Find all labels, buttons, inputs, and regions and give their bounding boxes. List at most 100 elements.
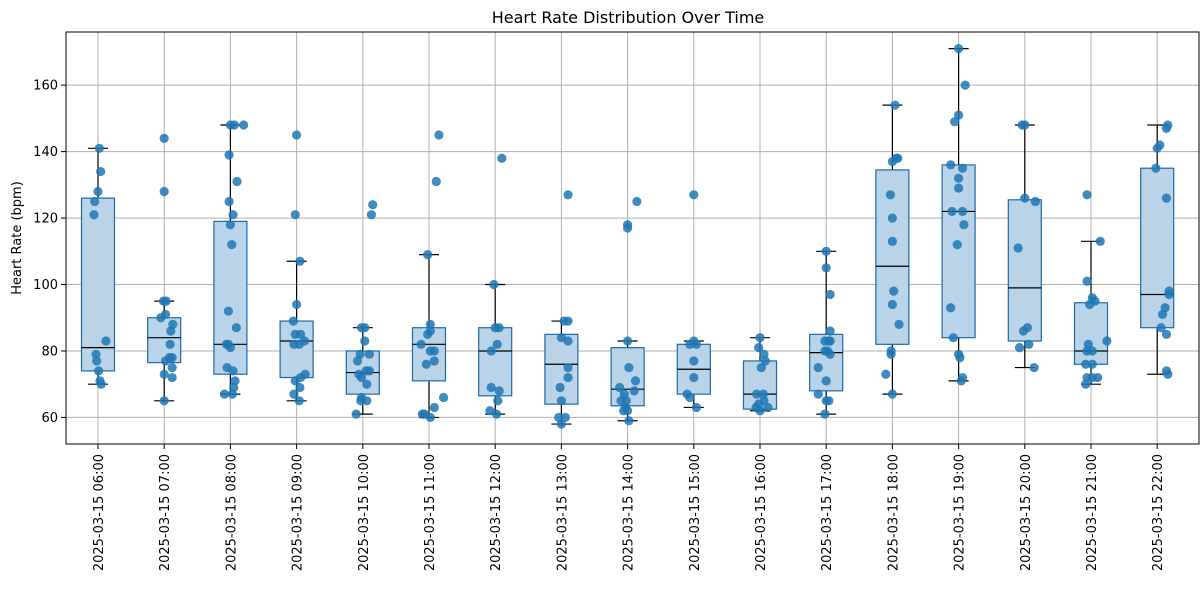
data-point bbox=[948, 333, 958, 343]
data-point bbox=[563, 316, 573, 326]
data-point bbox=[1156, 323, 1166, 333]
box-group bbox=[213, 124, 248, 395]
data-point bbox=[493, 396, 503, 406]
data-point bbox=[356, 372, 367, 383]
data-point bbox=[224, 150, 234, 160]
data-point bbox=[825, 289, 835, 300]
data-point bbox=[294, 396, 304, 406]
data-point bbox=[954, 173, 964, 183]
data-point bbox=[425, 412, 435, 423]
data-point bbox=[563, 190, 573, 200]
x-tick-label: 2025-03-15 07:00 bbox=[158, 454, 173, 571]
plot-frame bbox=[65, 31, 1200, 445]
x-tick-label: 2025-03-15 14:00 bbox=[622, 454, 637, 571]
data-point bbox=[1093, 372, 1103, 383]
data-point bbox=[231, 323, 241, 333]
data-point bbox=[228, 366, 238, 376]
data-point bbox=[227, 240, 237, 250]
data-point bbox=[760, 356, 770, 366]
data-point bbox=[755, 333, 765, 343]
data-point bbox=[228, 210, 238, 220]
data-point bbox=[364, 349, 375, 359]
data-point bbox=[950, 117, 960, 127]
data-point bbox=[821, 263, 831, 273]
data-point bbox=[364, 366, 375, 376]
data-point bbox=[954, 110, 964, 120]
x-tick-label: 2025-03-15 19:00 bbox=[953, 454, 968, 571]
box-iqr bbox=[544, 333, 579, 405]
data-point bbox=[946, 303, 956, 313]
data-point bbox=[1161, 193, 1172, 203]
points-layer bbox=[89, 44, 1174, 429]
data-point bbox=[758, 389, 768, 399]
data-point bbox=[1087, 359, 1097, 369]
data-point bbox=[1095, 236, 1105, 246]
data-point bbox=[289, 389, 299, 399]
data-point bbox=[689, 372, 699, 383]
data-point bbox=[1090, 296, 1100, 306]
data-point bbox=[1013, 243, 1023, 253]
box-iqr bbox=[80, 197, 116, 372]
box-group bbox=[80, 147, 116, 385]
data-point bbox=[491, 409, 502, 419]
data-point bbox=[219, 389, 230, 399]
data-point bbox=[555, 382, 565, 393]
data-point bbox=[813, 362, 823, 373]
data-point bbox=[1152, 143, 1162, 153]
y-tick-label: 100 bbox=[33, 278, 58, 293]
data-point bbox=[159, 369, 169, 379]
data-point bbox=[1018, 326, 1029, 336]
x-tick-label: 2025-03-15 08:00 bbox=[224, 454, 239, 571]
y-tick-label: 120 bbox=[33, 212, 58, 227]
data-point bbox=[351, 409, 361, 419]
x-tick-label: 2025-03-15 11:00 bbox=[423, 454, 438, 571]
data-point bbox=[423, 329, 433, 339]
data-point bbox=[887, 299, 898, 310]
data-point bbox=[366, 210, 377, 220]
data-point bbox=[429, 402, 439, 413]
data-point bbox=[416, 339, 426, 349]
x-tick-label: 2025-03-15 09:00 bbox=[291, 454, 306, 571]
data-point bbox=[292, 130, 302, 140]
data-point bbox=[96, 379, 106, 389]
data-point bbox=[290, 210, 300, 220]
chart-title: Heart Rate Distribution Over Time bbox=[492, 8, 765, 27]
data-point bbox=[290, 376, 300, 386]
data-point bbox=[886, 349, 896, 359]
box-group bbox=[676, 340, 711, 409]
data-point bbox=[486, 382, 496, 393]
axes-layer: 60 80 100 120 140 160 2025-03-15 06:00 2025-03-… bbox=[33, 79, 1166, 571]
data-point bbox=[563, 362, 573, 373]
data-point bbox=[1102, 336, 1112, 346]
data-point bbox=[689, 190, 699, 200]
data-point bbox=[423, 250, 433, 260]
box-iqr bbox=[478, 327, 513, 397]
box-group bbox=[478, 283, 513, 415]
data-point bbox=[825, 326, 835, 336]
data-point bbox=[629, 386, 639, 396]
data-point bbox=[288, 316, 298, 326]
data-point bbox=[632, 196, 642, 207]
data-point bbox=[691, 339, 702, 349]
data-point bbox=[1020, 120, 1030, 130]
data-point bbox=[624, 362, 634, 373]
data-point bbox=[1087, 346, 1097, 356]
data-point bbox=[881, 369, 891, 379]
data-point bbox=[156, 313, 166, 323]
data-point bbox=[889, 286, 899, 296]
data-point bbox=[431, 176, 441, 187]
data-point bbox=[763, 402, 773, 413]
data-point bbox=[755, 406, 765, 416]
data-point bbox=[685, 392, 695, 403]
box-iqr bbox=[1007, 199, 1042, 342]
data-point bbox=[754, 343, 764, 353]
data-point bbox=[292, 299, 302, 310]
data-point bbox=[887, 236, 898, 246]
data-point bbox=[947, 206, 957, 217]
data-point bbox=[227, 389, 237, 399]
data-point bbox=[421, 359, 431, 369]
x-tick-label: 2025-03-15 06:00 bbox=[92, 454, 107, 571]
data-point bbox=[94, 366, 104, 376]
data-point bbox=[954, 183, 964, 193]
data-point bbox=[894, 319, 904, 329]
